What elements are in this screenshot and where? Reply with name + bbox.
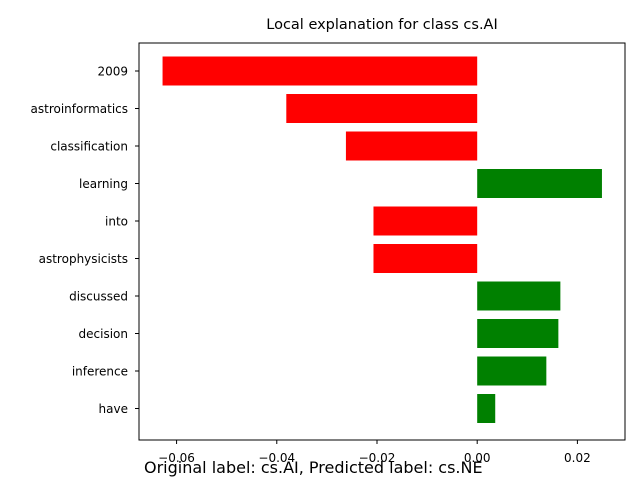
x-tick-label: −0.06: [158, 451, 195, 465]
bar-classification: [345, 131, 478, 161]
bar-discussed: [477, 281, 561, 311]
x-tick-label: 0.00: [464, 451, 491, 465]
bar-into: [373, 206, 478, 236]
y-tick-label: classification: [50, 140, 128, 154]
y-tick-label: decision: [79, 327, 128, 341]
y-tick-label: into: [105, 215, 128, 229]
bar-astrophysicists: [373, 244, 478, 273]
y-ticks-group: 2009 astroinformatics classification learni…: [31, 65, 139, 416]
plot-frame: [138, 42, 626, 441]
bar-astroinformatics: [286, 94, 478, 123]
y-tick-label: discussed: [69, 290, 128, 304]
footer-label: Original label: cs.AI, Predicted label: …: [144, 458, 483, 477]
chart-title: Local explanation for class cs.AI: [266, 17, 498, 33]
y-tick-label: astrophysicists: [39, 252, 128, 266]
x-ticks-group: −0.06 −0.04 −0.02 0.00 0.02: [158, 440, 591, 465]
bar-inference: [477, 356, 547, 386]
y-tick-label: learning: [79, 177, 128, 191]
x-tick-label: −0.04: [258, 451, 295, 465]
y-tick-label: astroinformatics: [31, 102, 128, 116]
bars-group: [162, 56, 602, 423]
bar-have: [477, 394, 496, 423]
y-tick-label: have: [99, 402, 128, 416]
x-tick-label: 0.02: [564, 451, 591, 465]
bar-learning: [477, 169, 602, 198]
x-tick-label: −0.02: [359, 451, 396, 465]
y-tick-label: 2009: [97, 65, 128, 79]
y-tick-label: inference: [72, 365, 128, 379]
bar-2009: [162, 56, 478, 86]
bar-decision: [477, 319, 559, 348]
